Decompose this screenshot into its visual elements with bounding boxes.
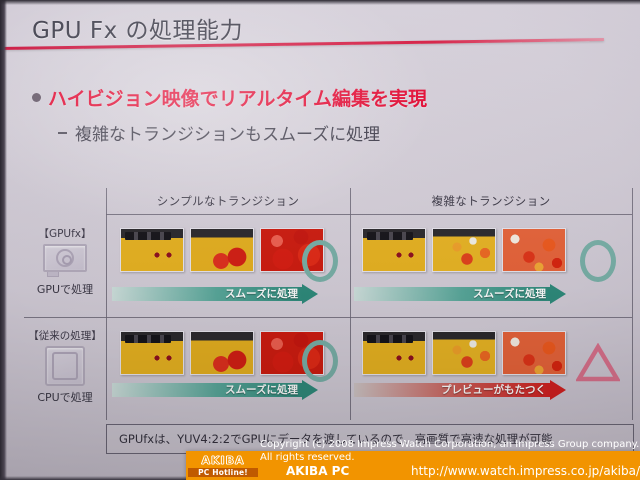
verdict-circle-icon [580, 240, 616, 282]
table-row-rule [24, 317, 632, 318]
watermark-url[interactable]: http://www.watch.impress.co.jp/akiba/ [410, 463, 640, 478]
table-divider-left [106, 188, 107, 420]
main-bullet: ハイビジョン映像でリアルタイム編集を実現 [32, 84, 427, 111]
watermark-links: AKIBA PC Hotline! http://www.watch.impre… [260, 464, 640, 480]
row-caption: GPUで処理 [36, 283, 94, 296]
video-frame-thumbnail [190, 331, 254, 375]
gpu-card-icon [43, 244, 87, 278]
arrow-label: スムーズに処理 [473, 288, 546, 300]
sub-bullet-text: 複雑なトランジションもスムーズに処理 [75, 125, 381, 145]
video-frame-thumbnail [432, 228, 496, 272]
verdict-circle-icon [302, 340, 338, 382]
watermark-text: Copyright (c) 2008 Impress Watch Corpora… [260, 438, 640, 480]
filmstrip-row1-simple [120, 228, 324, 272]
row-label-conventional: 【従来の処理】 CPUで処理 [24, 328, 106, 405]
main-bullet-text: ハイビジョン映像でリアルタイム編集を実現 [48, 88, 428, 110]
column-header-complex: 複雑なトランジション [431, 194, 551, 208]
result-arrow-row2-complex: プレビューがもたつく [354, 380, 566, 400]
arrow-head-icon [302, 284, 318, 304]
video-frame-thumbnail [362, 228, 426, 272]
result-arrow-row1-simple: スムーズに処理 [112, 284, 318, 304]
table-divider-middle [350, 188, 351, 420]
row-caption: CPUで処理 [37, 391, 93, 404]
video-frame-thumbnail [120, 331, 184, 375]
arrow-label: プレビューがもたつく [441, 384, 546, 396]
video-frame-thumbnail [362, 331, 426, 375]
video-frame-thumbnail [432, 331, 496, 375]
column-header-simple: シンプルなトランジション [156, 194, 300, 208]
cpu-chip-icon [45, 346, 85, 386]
verdict-circle-icon [302, 240, 338, 282]
row-tag: 【従来の処理】 [28, 330, 102, 342]
bullet-dash-icon [58, 131, 67, 134]
video-frame-thumbnail [120, 228, 184, 272]
sub-bullet: 複雑なトランジションもスムーズに処理 [58, 120, 380, 145]
akiba-logo-subtitle: PC Hotline! [188, 468, 258, 477]
table-header-rule [106, 214, 632, 215]
slide-caption-bar: GPUfxは、YUV4:2:2でGPUにデータを渡しているので、高画質で高速な処… [106, 424, 634, 454]
akiba-logo: AKIBA PC Hotline! [188, 452, 258, 479]
watermark-site-name: AKIBA PC Hotline! [286, 463, 350, 480]
arrow-head-icon [550, 284, 566, 304]
filmstrip-row2-complex [362, 331, 566, 375]
bullet-dot-icon [32, 93, 41, 102]
arrow-head-icon [550, 380, 566, 400]
result-arrow-row2-simple: スムーズに処理 [112, 380, 318, 400]
arrow-label: スムーズに処理 [225, 384, 298, 396]
arrow-label: スムーズに処理 [225, 288, 298, 300]
filmstrip-row2-simple [120, 331, 324, 375]
slide-title: GPU Fx の処理能力 [32, 18, 243, 44]
video-frame-thumbnail [502, 228, 566, 272]
comparison-table: シンプルなトランジション 複雑なトランジション 【GPUfx】 GPUで処理 ス… [24, 188, 634, 420]
video-frame-thumbnail [190, 228, 254, 272]
result-arrow-row1-complex: スムーズに処理 [354, 284, 566, 304]
row-label-gpufx: 【GPUfx】 GPUで処理 [24, 226, 106, 297]
akiba-watermark-footer: AKIBA PC Hotline! Copyright (c) 2008 Imp… [186, 439, 640, 480]
watermark-copyright: Copyright (c) 2008 Impress Watch Corpora… [260, 438, 640, 463]
akiba-logo-wordmark: AKIBA [201, 454, 245, 468]
row-tag: 【GPUfx】 [38, 228, 92, 240]
photo-edge-left [0, 0, 7, 480]
video-frame-thumbnail [502, 331, 566, 375]
arrow-head-icon [302, 380, 318, 400]
slide-caption-text: GPUfxは、YUV4:2:2でGPUにデータを渡しているので、高画質で高速な処… [119, 432, 553, 446]
filmstrip-row1-complex [362, 228, 566, 272]
verdict-triangle-icon [576, 343, 620, 383]
photo-edge-top [0, 0, 640, 5]
table-divider-right [632, 188, 633, 420]
